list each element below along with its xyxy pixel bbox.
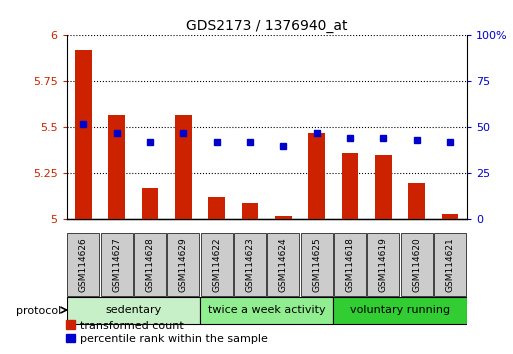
Text: GSM114623: GSM114623 bbox=[246, 237, 254, 292]
FancyBboxPatch shape bbox=[301, 233, 333, 296]
Bar bbox=[442, 214, 459, 219]
Text: GSM114625: GSM114625 bbox=[312, 237, 321, 292]
Bar bbox=[108, 115, 125, 219]
Title: GDS2173 / 1376940_at: GDS2173 / 1376940_at bbox=[186, 19, 347, 33]
FancyBboxPatch shape bbox=[367, 233, 400, 296]
Text: GSM114622: GSM114622 bbox=[212, 237, 221, 292]
Text: GSM114620: GSM114620 bbox=[412, 237, 421, 292]
Bar bbox=[175, 115, 192, 219]
Bar bbox=[142, 188, 159, 219]
FancyBboxPatch shape bbox=[434, 233, 466, 296]
FancyBboxPatch shape bbox=[201, 233, 233, 296]
Bar bbox=[75, 50, 92, 219]
Text: GSM114628: GSM114628 bbox=[146, 237, 154, 292]
Legend: transformed count, percentile rank within the sample: transformed count, percentile rank withi… bbox=[62, 316, 272, 348]
Text: protocol: protocol bbox=[16, 306, 62, 316]
Text: twice a week activity: twice a week activity bbox=[208, 305, 326, 315]
FancyBboxPatch shape bbox=[267, 233, 300, 296]
Text: GSM114627: GSM114627 bbox=[112, 237, 121, 292]
FancyBboxPatch shape bbox=[101, 233, 133, 296]
FancyBboxPatch shape bbox=[401, 233, 433, 296]
Bar bbox=[375, 155, 392, 219]
Text: GSM114629: GSM114629 bbox=[179, 237, 188, 292]
FancyBboxPatch shape bbox=[67, 233, 100, 296]
Bar bbox=[408, 183, 425, 219]
FancyBboxPatch shape bbox=[134, 233, 166, 296]
Bar bbox=[342, 153, 359, 219]
Text: voluntary running: voluntary running bbox=[350, 305, 450, 315]
FancyBboxPatch shape bbox=[67, 297, 200, 324]
Text: GSM114618: GSM114618 bbox=[346, 237, 354, 292]
FancyBboxPatch shape bbox=[200, 297, 333, 324]
Text: GSM114619: GSM114619 bbox=[379, 237, 388, 292]
Text: GSM114626: GSM114626 bbox=[79, 237, 88, 292]
Text: sedentary: sedentary bbox=[105, 305, 162, 315]
FancyBboxPatch shape bbox=[333, 297, 467, 324]
FancyBboxPatch shape bbox=[234, 233, 266, 296]
Bar bbox=[275, 216, 292, 219]
Bar bbox=[208, 198, 225, 219]
FancyBboxPatch shape bbox=[334, 233, 366, 296]
Bar bbox=[242, 203, 259, 219]
FancyBboxPatch shape bbox=[167, 233, 200, 296]
Bar bbox=[308, 133, 325, 219]
Text: GSM114621: GSM114621 bbox=[446, 237, 455, 292]
Text: GSM114624: GSM114624 bbox=[279, 237, 288, 292]
